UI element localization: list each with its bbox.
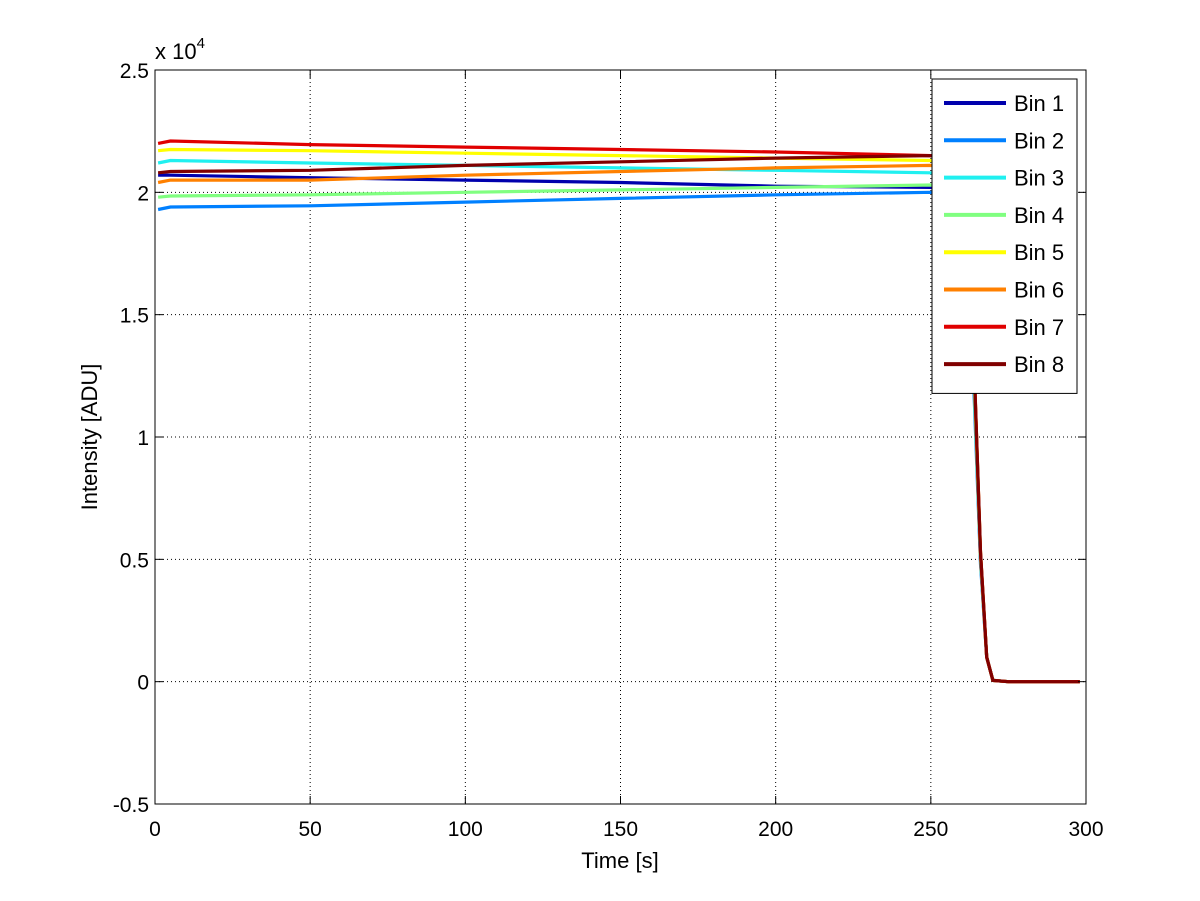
legend-label: Bin 1 [1014,91,1064,116]
x-tick-label: 100 [448,818,483,841]
legend-box [931,78,1078,394]
x-axis-label: Time [s] [581,848,658,873]
x-tick-label: 50 [298,818,321,841]
legend-label: Bin 7 [1014,315,1064,340]
legend-label: Bin 8 [1014,352,1064,377]
y-exponent-label: x 104 [155,35,205,64]
y-axis-label: Intensity [ADU] [77,364,102,511]
x-tick-label: 250 [913,818,948,841]
y-tick-label: 2.5 [120,60,149,83]
y-tick-label: 1.5 [120,305,149,328]
legend-label: Bin 5 [1014,240,1064,265]
legend-label: Bin 6 [1014,278,1064,303]
y-tick-label: 1 [137,427,149,450]
y-tick-label: -0.5 [113,794,149,817]
legend-label: Bin 3 [1014,166,1064,191]
x-tick-label: 0 [149,818,161,841]
x-tick-label: 150 [603,818,638,841]
tick-labels: 0 50 100 150 200 250 300-0.500.511.522.5 [113,60,1104,841]
axis-ticks [154,69,1087,805]
y-tick-label: 2 [137,182,149,205]
y-tick-label: 0 [137,672,149,695]
x-tick-label: 300 [1068,818,1103,841]
legend-label: Bin 4 [1014,203,1064,228]
y-exponent-power: 4 [197,35,205,52]
y-tick-label: 0.5 [120,549,149,572]
legend-label: Bin 2 [1014,128,1064,153]
legend: Bin 1 Bin 2 Bin 3 Bin 4 Bin 5 Bin 6 Bin 7 Bin 8 [931,78,1078,394]
x-tick-label: 200 [758,818,793,841]
